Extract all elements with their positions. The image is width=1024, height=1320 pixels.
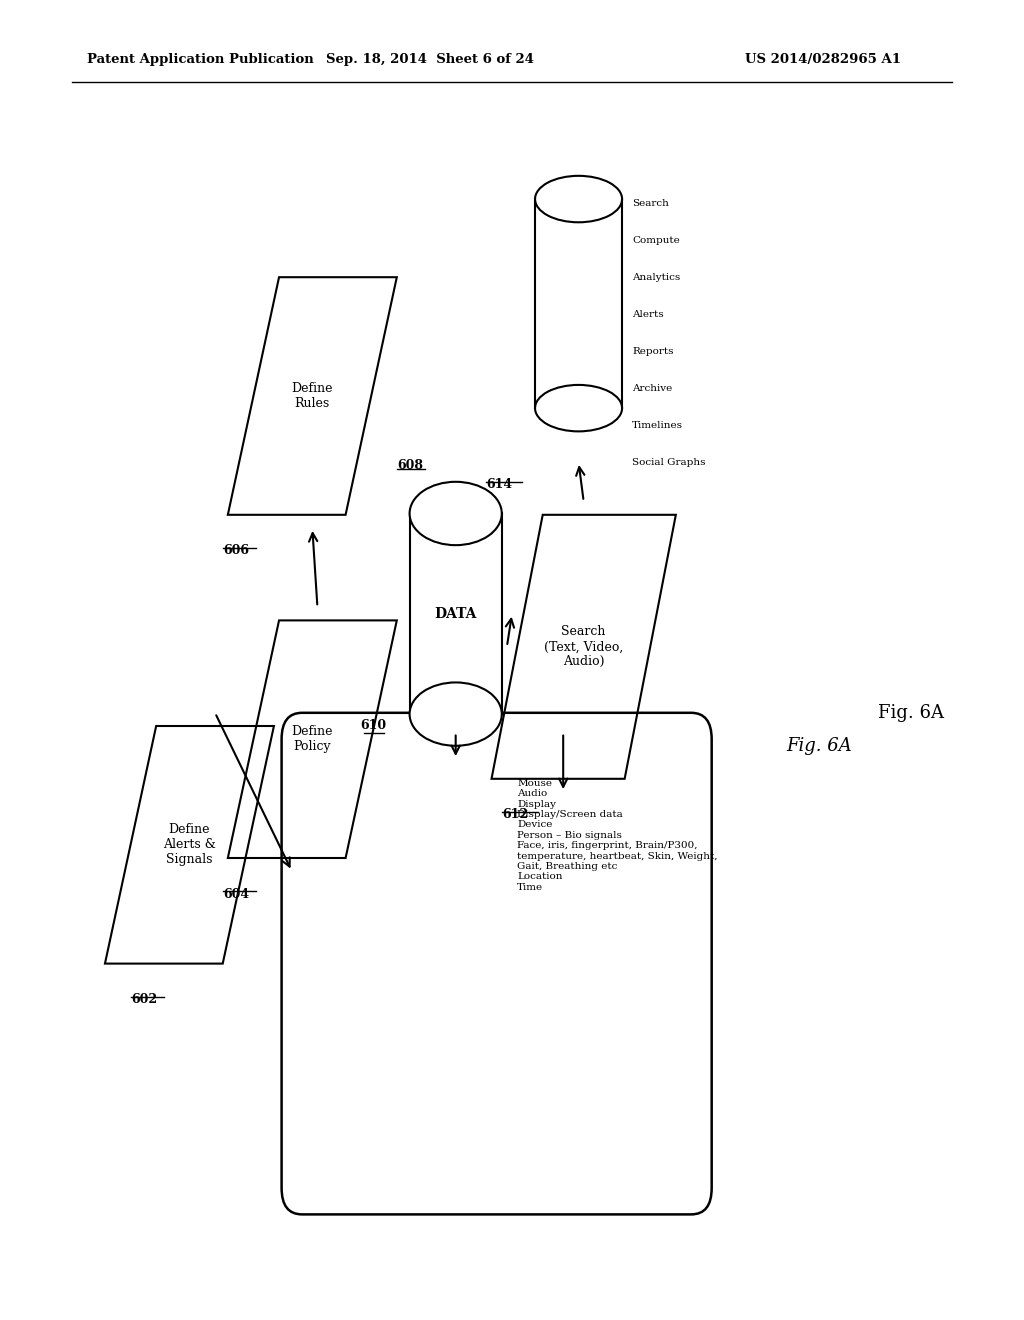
Text: Mouse
Audio
Display
Display/Screen data
Device
Person – Bio signals
Face, iris, : Mouse Audio Display Display/Screen data … bbox=[517, 779, 718, 892]
Text: 608: 608 bbox=[397, 458, 423, 471]
Text: Analytics: Analytics bbox=[632, 273, 681, 282]
Text: Archive: Archive bbox=[632, 384, 673, 393]
Text: Define
Policy: Define Policy bbox=[292, 725, 333, 754]
Text: 614: 614 bbox=[486, 478, 513, 491]
Text: Sep. 18, 2014  Sheet 6 of 24: Sep. 18, 2014 Sheet 6 of 24 bbox=[326, 53, 535, 66]
Text: Search
(Text, Video,
Audio): Search (Text, Video, Audio) bbox=[544, 626, 624, 668]
Text: Timelines: Timelines bbox=[632, 421, 683, 430]
Ellipse shape bbox=[410, 482, 502, 545]
Text: Fig. 6A: Fig. 6A bbox=[786, 737, 852, 755]
Text: DATA: DATA bbox=[434, 607, 477, 620]
Text: 612: 612 bbox=[502, 808, 528, 821]
Text: 610: 610 bbox=[360, 718, 387, 731]
Ellipse shape bbox=[410, 682, 502, 746]
Text: Define
Alerts &
Signals: Define Alerts & Signals bbox=[163, 824, 216, 866]
Text: Fig. 6A: Fig. 6A bbox=[879, 704, 944, 722]
Text: Alerts: Alerts bbox=[632, 310, 664, 319]
Text: Compute: Compute bbox=[632, 236, 680, 246]
Text: Search: Search bbox=[632, 199, 670, 209]
Ellipse shape bbox=[535, 176, 622, 222]
Text: Patent Application Publication: Patent Application Publication bbox=[87, 53, 313, 66]
Ellipse shape bbox=[535, 385, 622, 432]
Text: 606: 606 bbox=[223, 544, 249, 557]
Text: 602: 602 bbox=[131, 993, 158, 1006]
Text: Social Graphs: Social Graphs bbox=[632, 458, 706, 467]
Text: 604: 604 bbox=[223, 887, 250, 900]
Text: US 2014/0282965 A1: US 2014/0282965 A1 bbox=[745, 53, 901, 66]
Text: Define
Rules: Define Rules bbox=[292, 381, 333, 411]
Text: Reports: Reports bbox=[632, 347, 674, 356]
